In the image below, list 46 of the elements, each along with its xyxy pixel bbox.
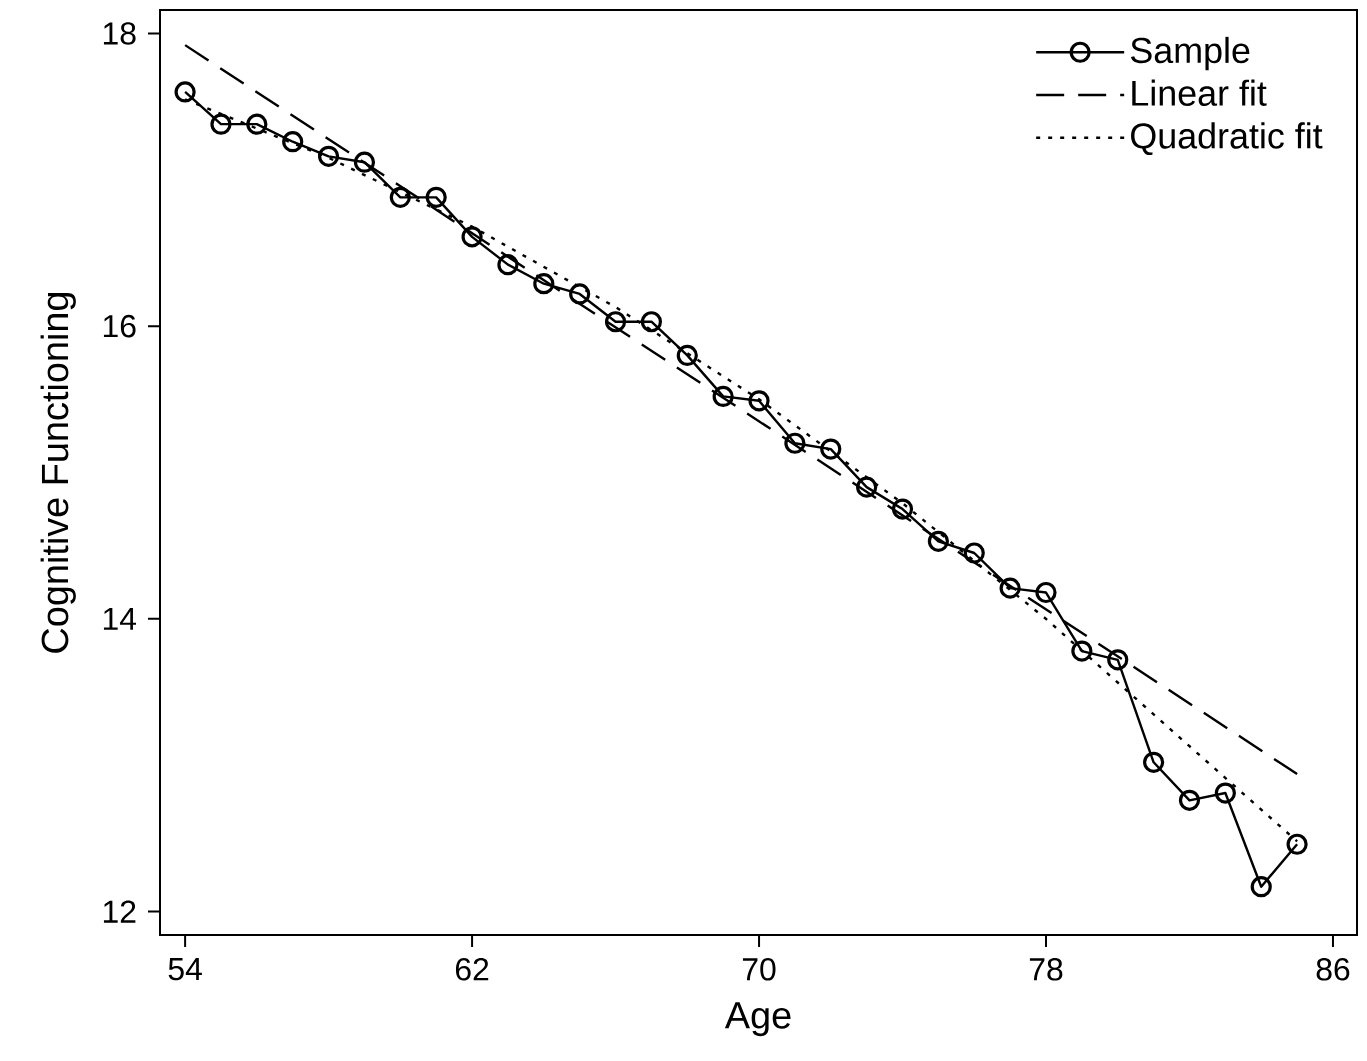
- point: [1250, 876, 1272, 898]
- point: [963, 542, 985, 564]
- point: [1214, 782, 1236, 804]
- x-tick-label: 62: [455, 958, 489, 981]
- point: [856, 476, 878, 498]
- point: [1178, 789, 1201, 811]
- point: [533, 273, 555, 295]
- point: [784, 432, 806, 454]
- point: [820, 438, 842, 460]
- legend-label: Linear fit: [1132, 79, 1267, 106]
- point: [389, 186, 411, 208]
- point: [317, 145, 340, 167]
- y-tick-label: 12: [103, 900, 136, 923]
- point: [676, 344, 698, 367]
- legend-label: Sample: [1130, 36, 1250, 71]
- point: [927, 530, 949, 552]
- point: [748, 390, 770, 412]
- x-tick-label: 78: [1029, 958, 1063, 981]
- point: [569, 283, 591, 305]
- point: [210, 113, 232, 135]
- legend-label: Quadratic fit: [1131, 122, 1323, 156]
- x-axis-title: Age: [724, 1002, 791, 1037]
- y-tick-label: 16: [103, 314, 136, 338]
- point: [999, 577, 1021, 599]
- point: [1286, 833, 1308, 855]
- x-tick-label: 70: [742, 958, 776, 981]
- point: [1107, 649, 1129, 671]
- y-axis-title: Cognitive Functioning: [40, 293, 76, 653]
- point: [640, 311, 663, 333]
- point: [246, 113, 268, 135]
- point: [1035, 581, 1057, 604]
- point: [497, 254, 519, 276]
- point: [1143, 751, 1165, 773]
- point: [425, 186, 447, 208]
- point: [461, 226, 483, 248]
- point: [174, 81, 196, 103]
- x-tick-label: 54: [168, 958, 202, 981]
- point: [604, 311, 627, 333]
- point: [891, 498, 914, 520]
- y-tick-label: 18: [103, 22, 136, 45]
- point: [1071, 640, 1093, 662]
- y-tick-label: 14: [103, 607, 137, 630]
- point: [353, 151, 376, 173]
- x-tick-label: 86: [1316, 958, 1350, 981]
- point: [282, 131, 304, 153]
- point: [712, 385, 734, 407]
